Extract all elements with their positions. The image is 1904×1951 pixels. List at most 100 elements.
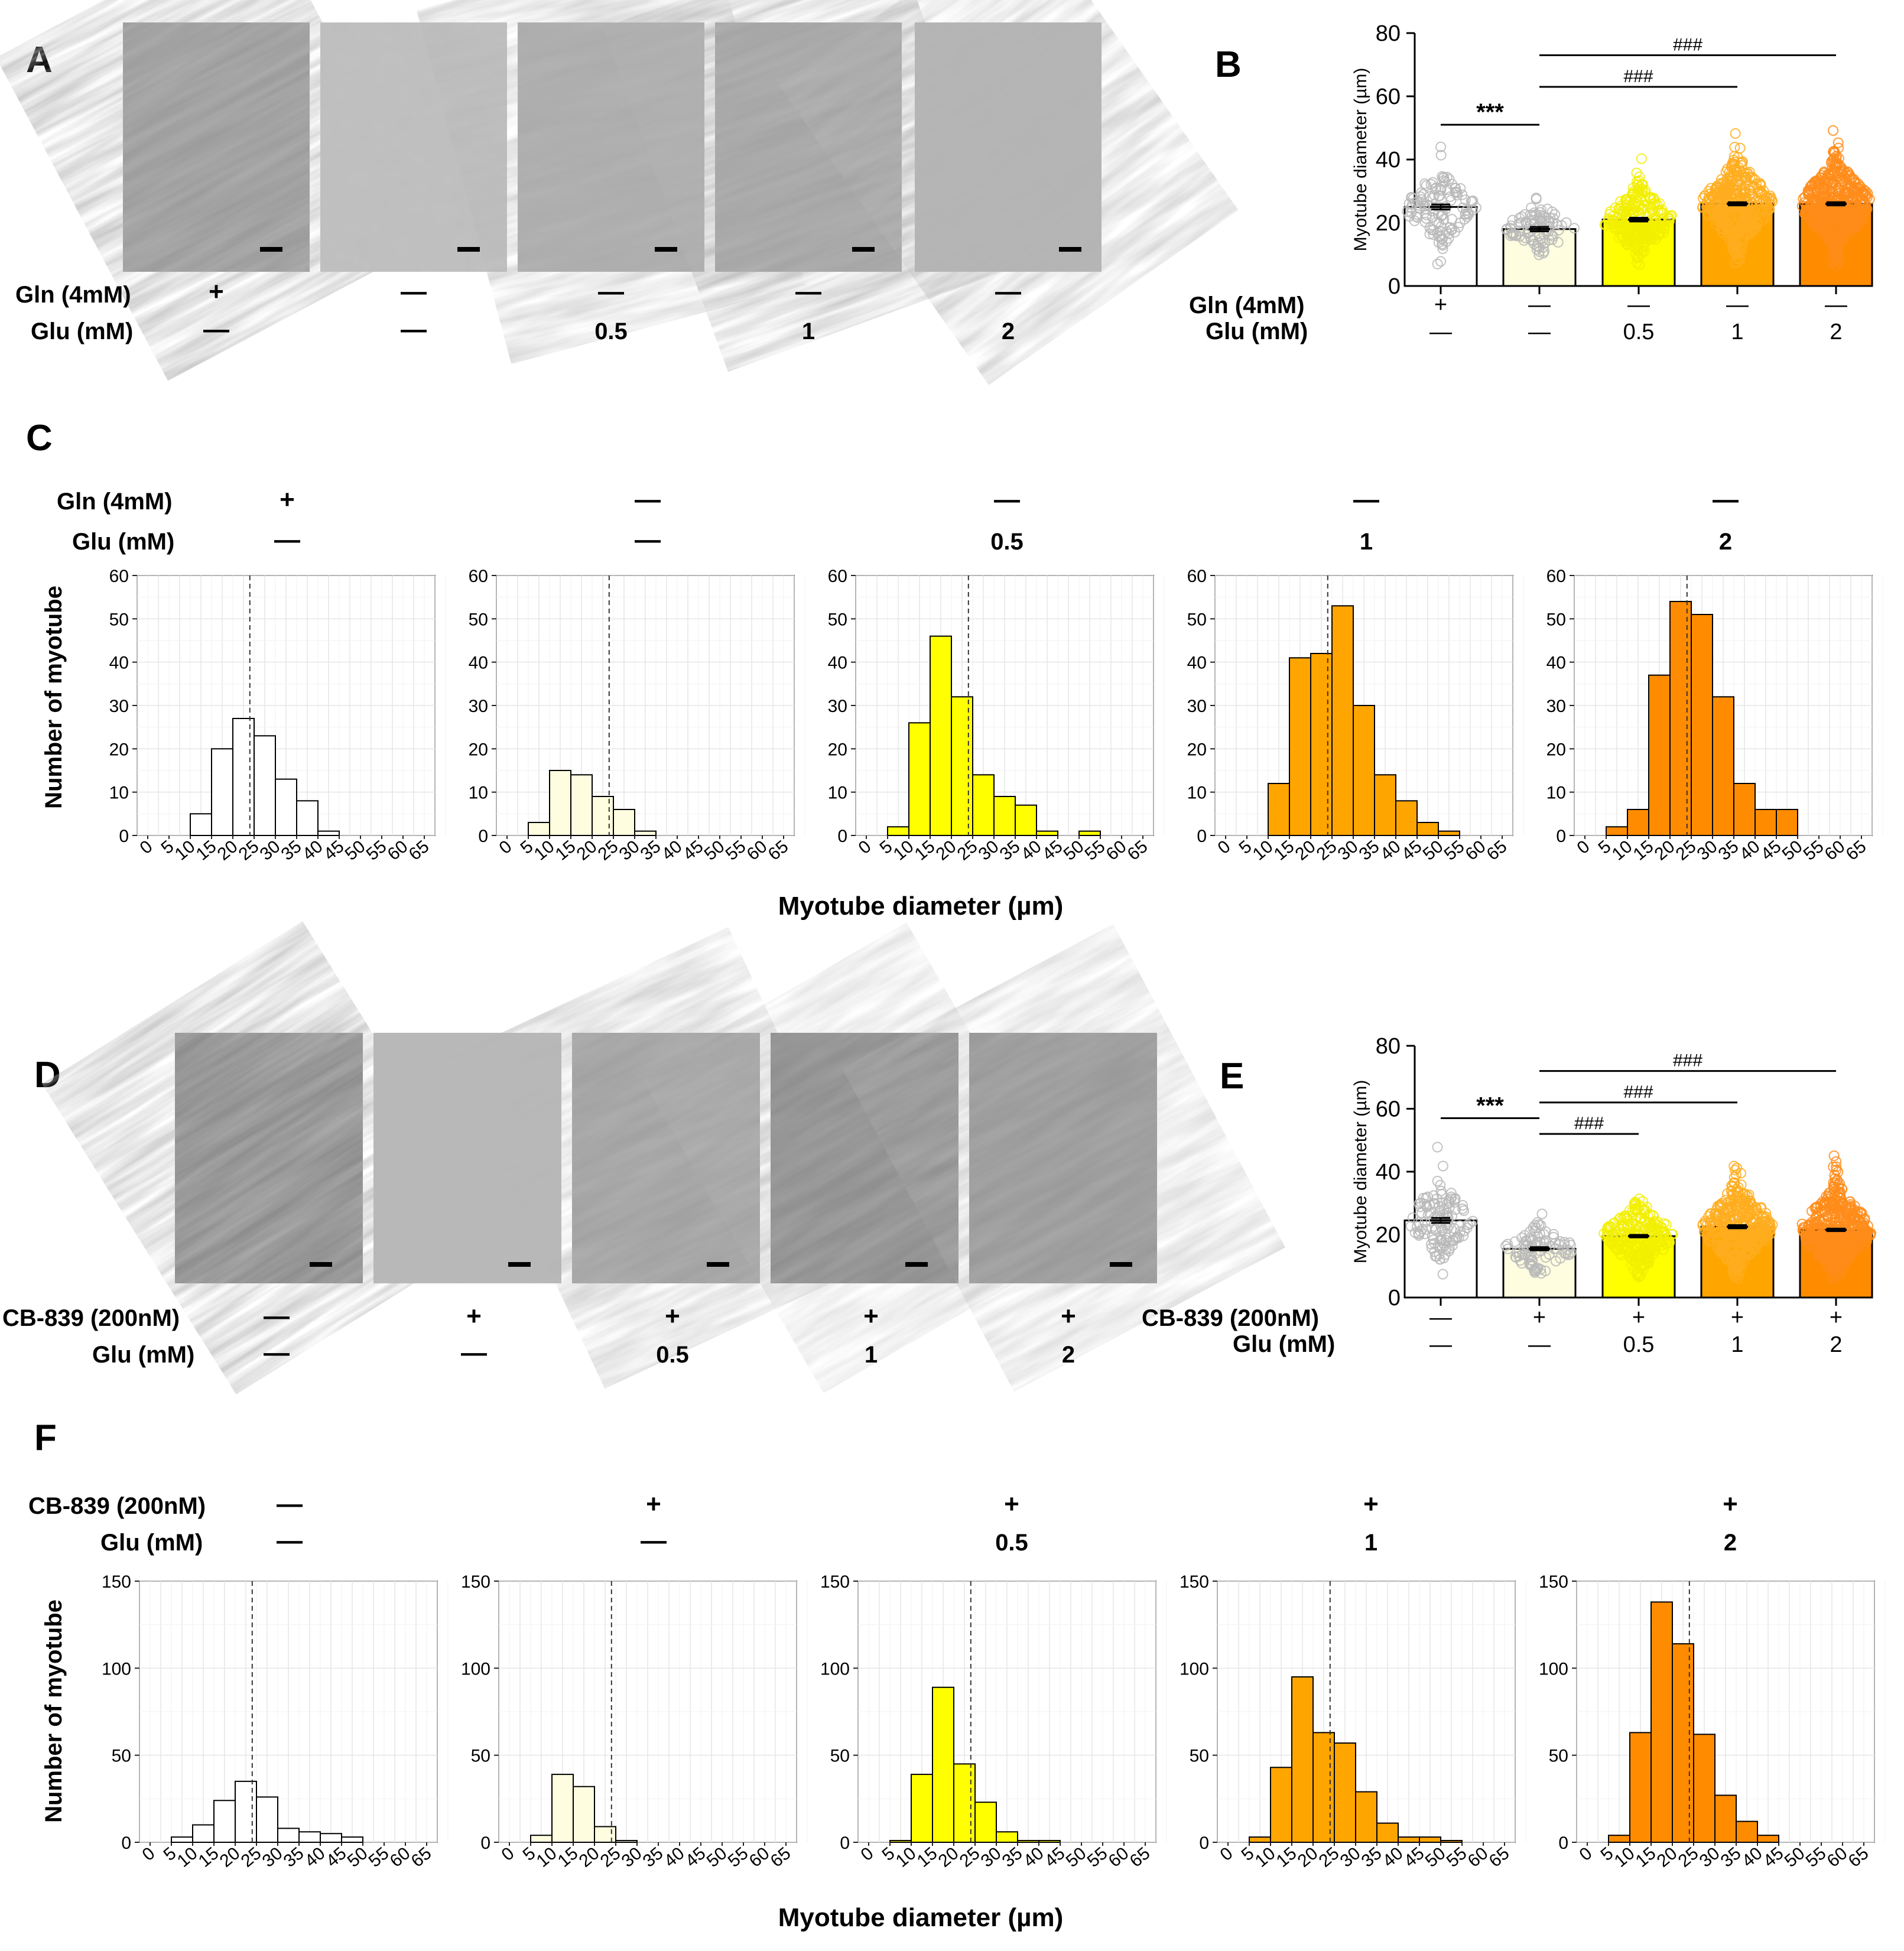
data-point: [1430, 1224, 1441, 1235]
data-point: [1860, 189, 1871, 200]
conditions-a: + — — — — — — 0.5 1 2: [203, 277, 1021, 344]
data-point: [1723, 227, 1734, 238]
hist-bar: [1691, 614, 1713, 836]
data-point: [1814, 1251, 1825, 1262]
data-point: [1726, 230, 1737, 241]
hist-bar: [232, 718, 255, 836]
cond-b-gln-5: —: [1825, 292, 1847, 317]
data-point: [1652, 1216, 1663, 1227]
hist-bar: [1650, 1601, 1673, 1843]
data-point: [1838, 1251, 1849, 1262]
micrograph-a5: [778, 0, 1239, 385]
data-point: [1752, 187, 1763, 199]
data-point: [1434, 1254, 1445, 1265]
hist-bar: [1419, 1836, 1441, 1843]
data-point: [1732, 1273, 1743, 1284]
data-point: [1444, 174, 1455, 185]
y-tick-label: 40: [109, 653, 129, 673]
data-point: [1614, 232, 1625, 243]
y-tick-label: 50: [1187, 610, 1207, 629]
data-point: [1438, 171, 1450, 183]
hist-bar: [592, 796, 614, 836]
y-tick-label: 60: [1187, 567, 1207, 586]
data-point: [1814, 1246, 1825, 1257]
cond-e-cb-4: +: [1731, 1305, 1744, 1330]
y-tick-label: 0: [119, 827, 129, 846]
cond-d-cb-5: +: [1061, 1302, 1076, 1331]
data-point: [1835, 1240, 1846, 1251]
data-point: [1518, 235, 1529, 246]
data-point: [1726, 1185, 1737, 1196]
data-point: [1829, 147, 1840, 158]
y-tick-label: 50: [828, 610, 847, 629]
y-tick-label: 0: [1199, 1833, 1209, 1853]
y-tick-label: 30: [109, 697, 129, 716]
data-point: [1422, 1191, 1434, 1202]
data-point: [1860, 198, 1871, 209]
hist-bar: [1291, 1676, 1314, 1843]
y-tick-label: 0: [480, 1833, 490, 1853]
data-point: [1739, 1195, 1750, 1207]
data-point: [1728, 1160, 1740, 1172]
y-tick-label: 10: [469, 783, 488, 803]
hist-bar: [1376, 1822, 1399, 1843]
data-point: [1529, 1267, 1541, 1278]
y-tick-label: 150: [820, 1572, 850, 1592]
y-tick-label: 50: [469, 610, 488, 629]
cond-f-cb-4: +: [1363, 1490, 1379, 1518]
data-point: [1731, 1205, 1743, 1216]
data-point: [1536, 204, 1547, 216]
micrograph-row-a: [0, 0, 1239, 385]
data-point: [1419, 1217, 1431, 1228]
x-tick-label: 65: [1126, 1843, 1154, 1871]
data-point: [1507, 214, 1518, 226]
hist-bar: [1776, 809, 1798, 836]
data-point: [1847, 1224, 1858, 1235]
data-point: [1633, 186, 1645, 197]
y-tick-label: 150: [1539, 1572, 1568, 1592]
data-point: [1565, 1247, 1577, 1258]
data-point: [1633, 201, 1644, 212]
data-point: [1406, 207, 1417, 218]
hist-bar: [1355, 1791, 1377, 1843]
data-point: [1635, 235, 1646, 246]
data-point: [1536, 1208, 1548, 1220]
label-cb-f: CB-839 (200nM): [28, 1493, 206, 1519]
data-point: [1450, 1234, 1461, 1245]
data-point: [1828, 233, 1839, 245]
data-point: [1421, 209, 1432, 220]
data-point: [1729, 141, 1740, 152]
conditions-f: — + + + + — — 0.5 1 2: [277, 1490, 1738, 1556]
y-tick-label: 20: [109, 740, 129, 759]
data-point: [1764, 204, 1775, 215]
data-point: [1641, 1224, 1652, 1235]
x-tick-label: 0: [498, 1843, 518, 1865]
data-point: [1716, 200, 1727, 212]
cond-b-glu-1: —: [1429, 320, 1452, 344]
y-tick-label: 150: [1180, 1572, 1209, 1592]
data-point: [1728, 1172, 1740, 1183]
data-point: [1801, 1234, 1812, 1245]
x-tick-label: 65: [1843, 837, 1870, 864]
y-tick-label: 100: [102, 1659, 131, 1679]
cond-c-glu-1: —: [274, 525, 300, 554]
data-point: [1750, 196, 1762, 207]
cond-a-glu-4: 1: [802, 318, 815, 344]
data-point: [1659, 1227, 1670, 1238]
y-tick-label: 50: [1546, 610, 1566, 629]
data-point: [1435, 149, 1447, 161]
cond-b-gln-4: —: [1726, 292, 1749, 317]
data-point: [1831, 1165, 1842, 1176]
panel-letter-e: E: [1220, 1056, 1244, 1097]
label-cb-d: CB-839 (200nM): [2, 1305, 180, 1331]
data-point: [1437, 239, 1448, 250]
data-point: [1461, 1222, 1473, 1234]
hist-bar: [277, 1828, 300, 1843]
data-point: [1519, 209, 1531, 220]
data-point: [1437, 1269, 1448, 1280]
data-point: [1544, 217, 1555, 228]
data-point: [1457, 1203, 1468, 1214]
hist-bar: [573, 1786, 595, 1843]
sig-stars: ***: [1476, 99, 1504, 125]
hist-bar: [551, 1774, 574, 1843]
